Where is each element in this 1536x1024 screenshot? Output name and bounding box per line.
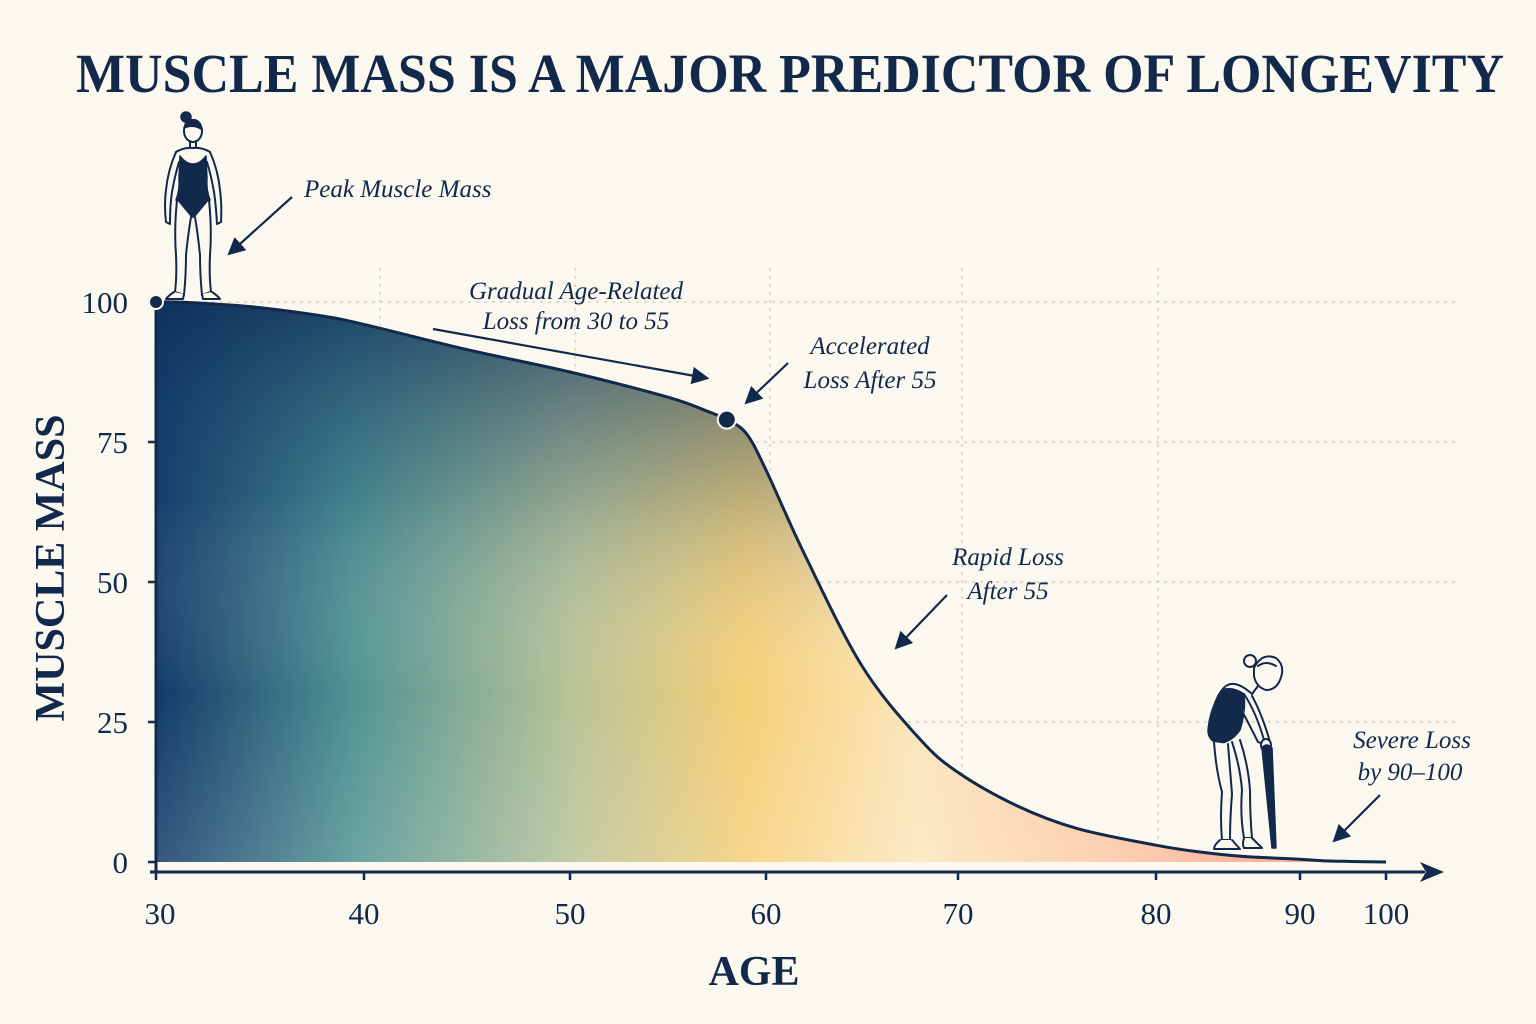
chart-title: MUSCLE MASS IS A MAJOR PREDICTOR OF LONG… (76, 43, 1504, 104)
series-line (155, 300, 1387, 864)
x-tick-label: 80 (1141, 896, 1172, 931)
annotation-rapid-line1: Rapid Loss (951, 544, 1064, 571)
annotations: Peak Muscle Mass Gradual Age-Related Los… (227, 176, 1471, 843)
annotation-gradual-line1: Gradual Age-Related (469, 278, 684, 305)
x-tick-label: 50 (555, 896, 586, 931)
x-axis-title: AGE (708, 949, 799, 995)
x-tick-label: 40 (349, 896, 380, 931)
area-group (155, 300, 1387, 864)
annotation-rapid-line2: After 55 (965, 578, 1048, 605)
x-tick-label: 30 (145, 896, 176, 931)
annotation-accelerated-arrow (744, 362, 789, 405)
x-axis-arrow-icon (1420, 862, 1444, 882)
y-tick-label: 25 (97, 705, 128, 740)
x-ticks: 30 40 50 60 70 80 90 100 (145, 872, 1410, 931)
y-ticks: 0 25 50 75 100 (82, 285, 156, 880)
annotation-severe-arrow (1332, 794, 1381, 843)
area-shade (156, 301, 1386, 862)
annotation-severe-line1: Severe Loss (1353, 727, 1471, 754)
y-tick-label: 75 (97, 425, 128, 460)
annotation-peak-arrow (227, 196, 293, 256)
annotation-rapid-arrow (894, 594, 948, 650)
annotation-peak: Peak Muscle Mass (303, 176, 491, 203)
annotation-accelerated-line2: Loss After 55 (803, 367, 937, 394)
elderly-woman-with-cane-icon (1207, 654, 1284, 850)
annotation-gradual-arrow (432, 327, 710, 385)
annotation-accelerated-line1: Accelerated (808, 333, 930, 360)
x-tick-label: 90 (1285, 896, 1316, 931)
markers (148, 294, 737, 430)
young-woman-figure-icon (164, 111, 223, 300)
data-point-marker (148, 294, 164, 310)
x-tick-label: 100 (1363, 896, 1410, 931)
y-tick-label: 0 (113, 845, 129, 880)
annotation-severe-line2: by 90–100 (1358, 759, 1463, 786)
y-tick-label: 50 (97, 565, 128, 600)
axes (150, 300, 1444, 882)
data-point-marker (716, 409, 737, 430)
x-tick-label: 60 (751, 896, 782, 931)
y-axis-title: MUSCLE MASS (28, 415, 74, 722)
annotation-gradual-line2: Loss from 30 to 55 (482, 308, 670, 335)
y-tick-label: 100 (82, 285, 129, 320)
x-tick-label: 70 (943, 896, 974, 931)
